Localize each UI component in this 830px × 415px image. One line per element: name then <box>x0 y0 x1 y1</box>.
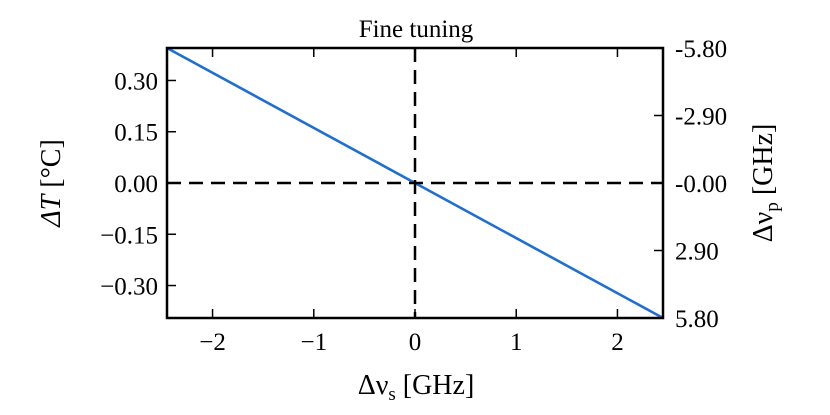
y-tick-label-right: 5.80 <box>675 306 719 333</box>
x-tick-label: 1 <box>510 329 523 356</box>
y-tick-label-left: 0.30 <box>114 68 158 95</box>
y-tick-label-left: −0.30 <box>100 274 158 301</box>
x-tick-label: 2 <box>611 329 624 356</box>
y-tick-label-right: -0.00 <box>675 171 727 198</box>
y-axis-label-right: Δνp [GHz] <box>748 124 783 243</box>
y-tick-label-left: 0.00 <box>114 171 158 198</box>
y-tick-label-left: −0.15 <box>100 222 158 249</box>
y-tick-label-right: -2.90 <box>675 104 727 131</box>
y-tick-label-right: 2.90 <box>675 239 719 266</box>
x-tick-label: 0 <box>409 329 422 356</box>
y-tick-label-left: 0.15 <box>114 120 158 147</box>
y-axis-label-left: ΔT [°C] <box>36 139 67 228</box>
x-tick-label: −1 <box>300 329 327 356</box>
x-axis-label: Δνs [GHz] <box>358 370 475 405</box>
y-tick-label-right: -5.80 <box>675 36 727 63</box>
x-tick-label: −2 <box>199 329 226 356</box>
chart-title: Fine tuning <box>359 16 474 43</box>
